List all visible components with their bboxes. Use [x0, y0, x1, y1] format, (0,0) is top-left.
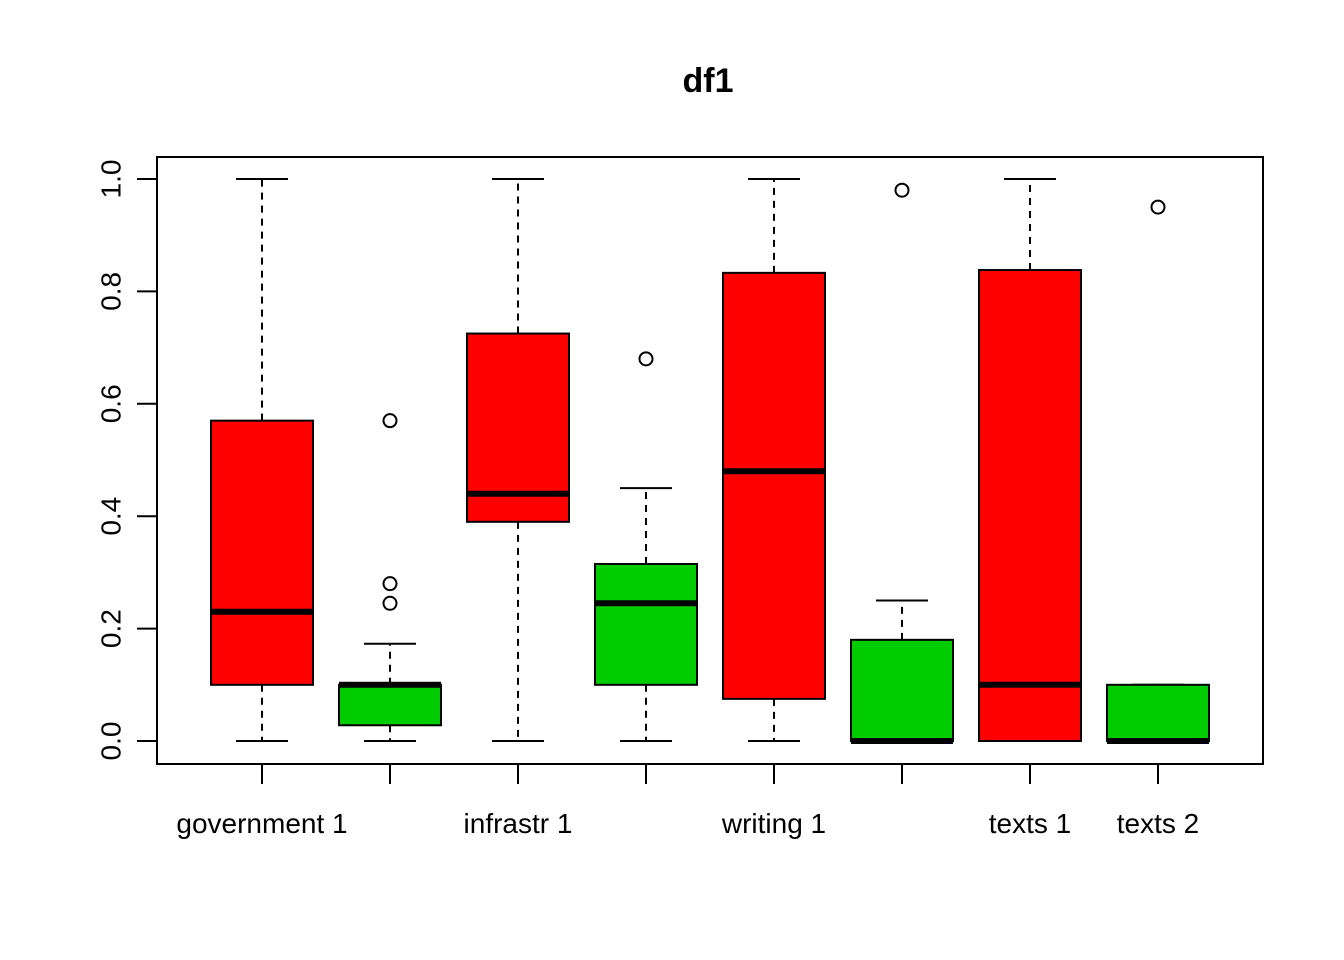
y-tick-label: 0.2 [95, 609, 126, 648]
box-iqr [466, 332, 570, 523]
x-tick-label: government 1 [176, 808, 347, 839]
box-8 [1106, 199, 1210, 744]
box-iqr [210, 419, 314, 686]
chart-title: df1 [683, 62, 734, 100]
box-2 [338, 413, 442, 742]
y-tick-label: 0.0 [95, 722, 126, 761]
box-iqr [722, 271, 826, 700]
x-tick-label: infrastr 1 [464, 808, 573, 839]
outlier-point [382, 576, 398, 592]
box-iqr [594, 562, 698, 686]
x-axis: government 1 infrastr 1 writing 1 texts 1 te… [176, 763, 1199, 839]
y-tick-label: 0.4 [95, 497, 126, 536]
box-4 [594, 351, 698, 742]
box-iqr [338, 683, 442, 727]
box-5 [722, 178, 826, 742]
x-tick-label: texts 2 [1117, 808, 1199, 839]
outlier-point [638, 351, 654, 367]
outlier-point [382, 595, 398, 611]
y-axis: 0.0 0.2 0.4 0.6 0.8 1.0 [95, 160, 158, 761]
plot-frame [156, 156, 1264, 765]
box-iqr [850, 638, 954, 743]
y-tick-label: 1.0 [95, 160, 126, 199]
y-tick-label: 0.6 [95, 384, 126, 423]
box-3 [466, 178, 570, 742]
x-tick-label: writing 1 [721, 808, 826, 839]
box-7 [978, 178, 1082, 742]
outlier-point [894, 182, 910, 198]
box-1 [210, 178, 314, 742]
boxes [210, 178, 1210, 744]
box-iqr [1106, 683, 1210, 742]
x-tick-label: texts 1 [989, 808, 1071, 839]
box-6 [850, 182, 954, 744]
y-tick-label: 0.8 [95, 272, 126, 311]
outlier-point [382, 413, 398, 429]
outlier-point [1150, 199, 1166, 215]
box-iqr [978, 269, 1082, 742]
